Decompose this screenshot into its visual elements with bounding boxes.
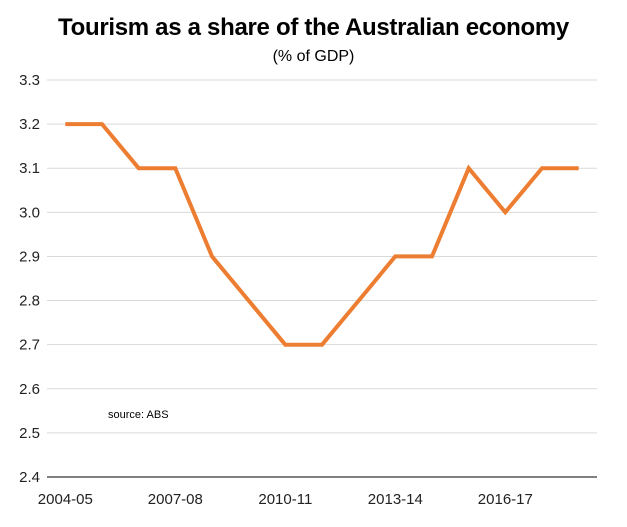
y-tick-label: 2.5 bbox=[19, 425, 40, 442]
x-tick-label: 2016-17 bbox=[478, 491, 533, 508]
y-tick-label: 2.7 bbox=[19, 337, 40, 354]
source-note: source: ABS bbox=[108, 409, 169, 421]
chart-subtitle: (% of GDP) bbox=[272, 48, 355, 65]
x-tick-label: 2013-14 bbox=[368, 491, 423, 508]
y-tick-label: 2.8 bbox=[19, 293, 40, 310]
gridlines bbox=[47, 79, 597, 434]
series-layer bbox=[65, 122, 579, 347]
y-tick-label: 2.9 bbox=[19, 248, 40, 265]
x-tick-label: 2007-08 bbox=[148, 491, 203, 508]
y-tick-label: 3.0 bbox=[19, 204, 40, 221]
y-tick-label: 3.3 bbox=[19, 72, 40, 89]
y-tick-label: 3.2 bbox=[19, 116, 40, 133]
y-tick-label: 3.1 bbox=[19, 160, 40, 177]
x-axis-ticks: 2004-05 2007-08 2010-11 2013-14 2016-17 bbox=[38, 491, 533, 508]
x-tick-label: 2010-11 bbox=[258, 491, 312, 508]
chart-title: Tourism as a share of the Australian eco… bbox=[58, 14, 569, 41]
y-tick-label: 2.4 bbox=[19, 469, 40, 486]
y-tick-label: 2.6 bbox=[19, 381, 40, 398]
series-line bbox=[65, 122, 579, 347]
x-tick-label: 2004-05 bbox=[38, 491, 93, 508]
y-axis-ticks: 2.4 2.5 2.6 2.7 2.8 2.9 3.0 3.1 3.2 3.3 bbox=[19, 72, 40, 486]
